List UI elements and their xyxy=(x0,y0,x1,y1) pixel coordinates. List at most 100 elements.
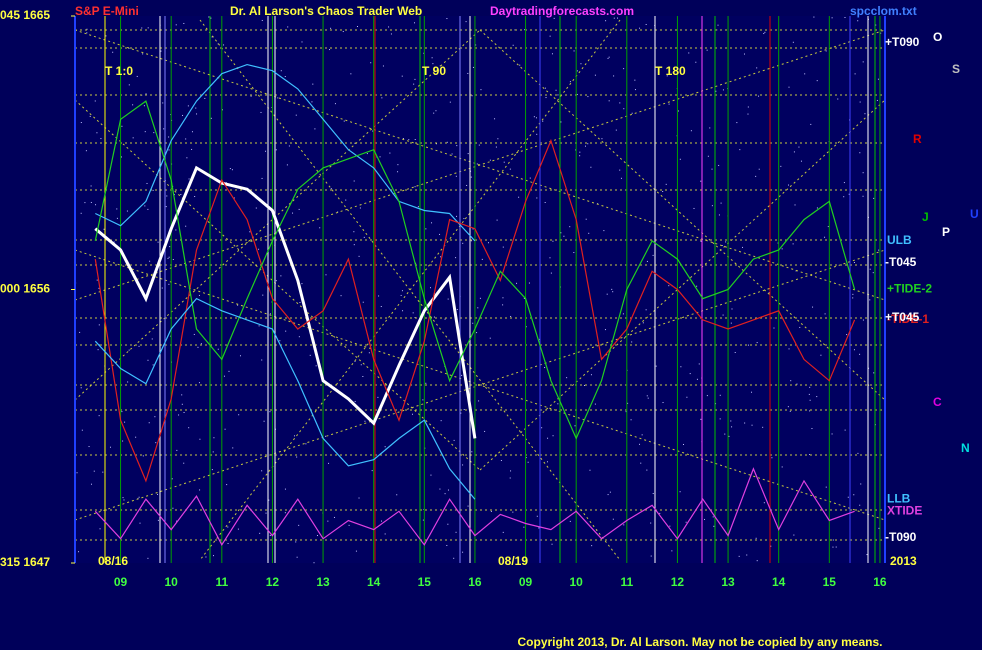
series-line xyxy=(94,297,476,500)
star xyxy=(853,349,855,351)
y-tick-label: 315 1647 xyxy=(0,555,50,569)
star xyxy=(81,429,83,431)
star xyxy=(431,57,433,59)
star xyxy=(873,372,875,374)
star xyxy=(97,349,99,351)
star xyxy=(388,26,390,28)
star xyxy=(738,555,740,557)
star xyxy=(362,301,364,303)
star xyxy=(305,443,307,445)
star xyxy=(217,348,219,350)
star xyxy=(809,454,811,456)
star xyxy=(377,396,379,398)
star xyxy=(90,483,92,485)
star xyxy=(142,455,144,457)
planet-label: U xyxy=(970,207,979,221)
star xyxy=(400,294,402,296)
star xyxy=(780,165,782,167)
star xyxy=(151,338,153,340)
star xyxy=(139,522,141,524)
star xyxy=(286,164,288,166)
star xyxy=(662,191,664,193)
star xyxy=(80,122,82,124)
star xyxy=(429,287,431,289)
star xyxy=(422,399,424,401)
star xyxy=(666,75,668,77)
star xyxy=(199,489,201,491)
star xyxy=(696,285,698,287)
star xyxy=(277,97,279,99)
star xyxy=(456,215,458,217)
star xyxy=(510,470,512,472)
star xyxy=(354,400,356,402)
planet-label: S xyxy=(952,62,960,76)
legend-label: LLB xyxy=(887,491,911,505)
y-tick-label: 000 1656 xyxy=(0,282,50,296)
star xyxy=(609,491,611,493)
star xyxy=(147,208,149,210)
dotted-diagonal xyxy=(199,19,621,561)
star xyxy=(169,246,171,248)
star xyxy=(180,193,182,195)
star xyxy=(662,402,664,404)
star xyxy=(288,145,290,147)
star xyxy=(679,158,681,160)
star xyxy=(103,228,105,230)
star xyxy=(301,41,303,43)
star xyxy=(763,502,765,504)
star xyxy=(523,526,525,528)
star xyxy=(142,53,144,55)
star xyxy=(431,222,433,224)
star xyxy=(668,285,670,287)
star xyxy=(524,29,526,31)
star xyxy=(444,493,446,495)
star xyxy=(102,471,104,473)
star xyxy=(574,425,576,427)
star xyxy=(751,391,753,393)
x-tick-label: 16 xyxy=(873,575,887,589)
star xyxy=(195,107,197,109)
star xyxy=(358,255,360,257)
star xyxy=(435,110,437,112)
star xyxy=(98,287,100,289)
star xyxy=(487,242,489,244)
star xyxy=(529,177,531,179)
star xyxy=(472,322,474,324)
star xyxy=(868,367,870,369)
star xyxy=(794,204,796,206)
star xyxy=(329,49,331,51)
star xyxy=(479,297,481,299)
star xyxy=(93,470,95,472)
star xyxy=(824,313,826,315)
star xyxy=(461,374,463,376)
star xyxy=(453,557,455,559)
star xyxy=(370,62,372,64)
series-line xyxy=(94,100,856,440)
date-label: 08/19 xyxy=(498,554,528,568)
star xyxy=(181,394,183,396)
star xyxy=(689,373,691,375)
star xyxy=(237,304,239,306)
star xyxy=(698,363,700,365)
star xyxy=(645,309,647,311)
star xyxy=(730,322,732,324)
star xyxy=(423,52,425,54)
star xyxy=(575,149,577,151)
star xyxy=(878,249,880,251)
chart-title: S&P E-Mini xyxy=(75,4,139,18)
star xyxy=(695,61,697,63)
star xyxy=(345,199,347,201)
star xyxy=(287,26,289,28)
star xyxy=(584,145,586,147)
star xyxy=(747,344,749,346)
star xyxy=(95,204,97,206)
star xyxy=(804,73,806,75)
star xyxy=(210,117,212,119)
star xyxy=(800,160,802,162)
star xyxy=(147,557,149,559)
dotted-diagonal xyxy=(199,19,621,561)
star xyxy=(557,403,559,405)
star xyxy=(258,248,260,250)
